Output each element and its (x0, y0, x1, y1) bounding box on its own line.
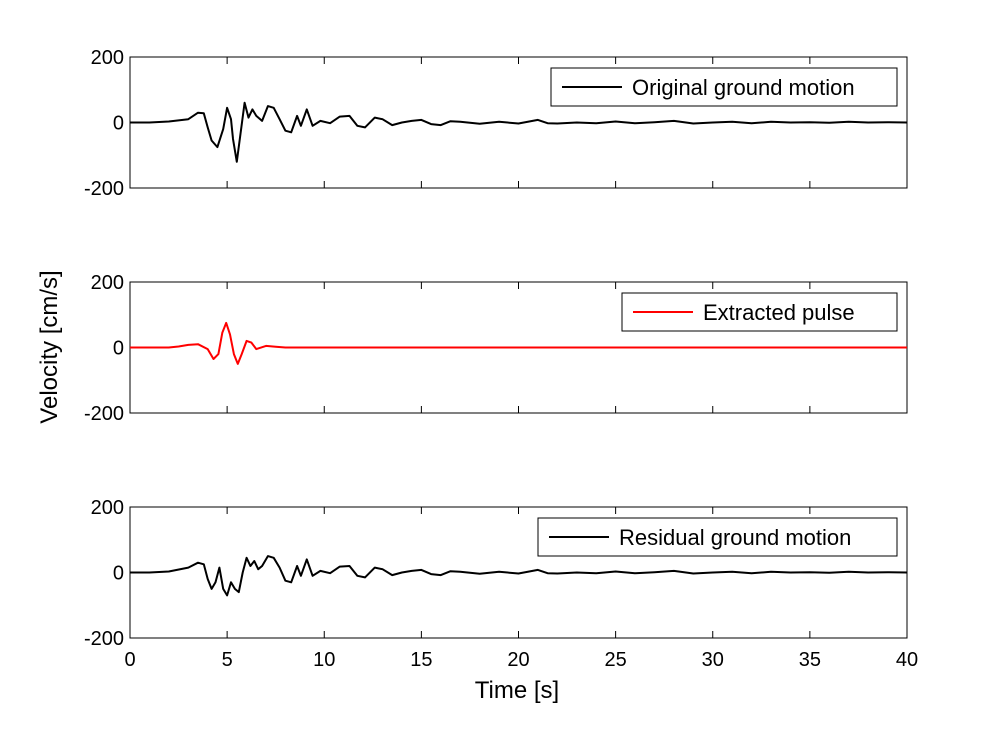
legend-residual: Residual ground motion (537, 517, 898, 557)
x-tick-label: 25 (605, 649, 627, 671)
y-tick-label: 200 (91, 272, 124, 294)
x-tick-label: 30 (702, 649, 724, 671)
legend-label: Extracted pulse (703, 300, 855, 325)
y-axis-title: Velocity [cm/s] (36, 270, 63, 423)
y-tick-label: -200 (84, 403, 124, 425)
y-tick-label: 0 (113, 338, 124, 360)
panel-original: 200 0 -200 Original ground motion (84, 47, 908, 200)
legend-label: Residual ground motion (619, 525, 851, 550)
x-tick-label: 40 (896, 649, 918, 671)
series-line-original (130, 101, 908, 163)
legend-label: Original ground motion (632, 75, 855, 100)
x-tick-label: 5 (222, 649, 233, 671)
y-tick-label: 0 (113, 563, 124, 585)
y-tick-label: -200 (84, 178, 124, 200)
x-tick-label: 20 (507, 649, 529, 671)
y-tick-label: 0 (113, 113, 124, 135)
y-tick-label: -200 (84, 628, 124, 650)
x-tick-label: 0 (124, 649, 135, 671)
x-tick-label: 35 (799, 649, 821, 671)
y-tick-label: 200 (91, 497, 124, 519)
x-axis-title: Time [s] (475, 677, 559, 704)
x-tick-label: 15 (410, 649, 432, 671)
legend-original: Original ground motion (550, 67, 898, 107)
panel-pulse: 200 0 -200 Extracted pulse (84, 272, 908, 425)
series-line-residual (130, 555, 908, 597)
y-tick-label: 200 (91, 47, 124, 69)
x-tick-label: 10 (313, 649, 335, 671)
series-line-pulse (130, 321, 907, 365)
legend-pulse: Extracted pulse (621, 292, 898, 332)
